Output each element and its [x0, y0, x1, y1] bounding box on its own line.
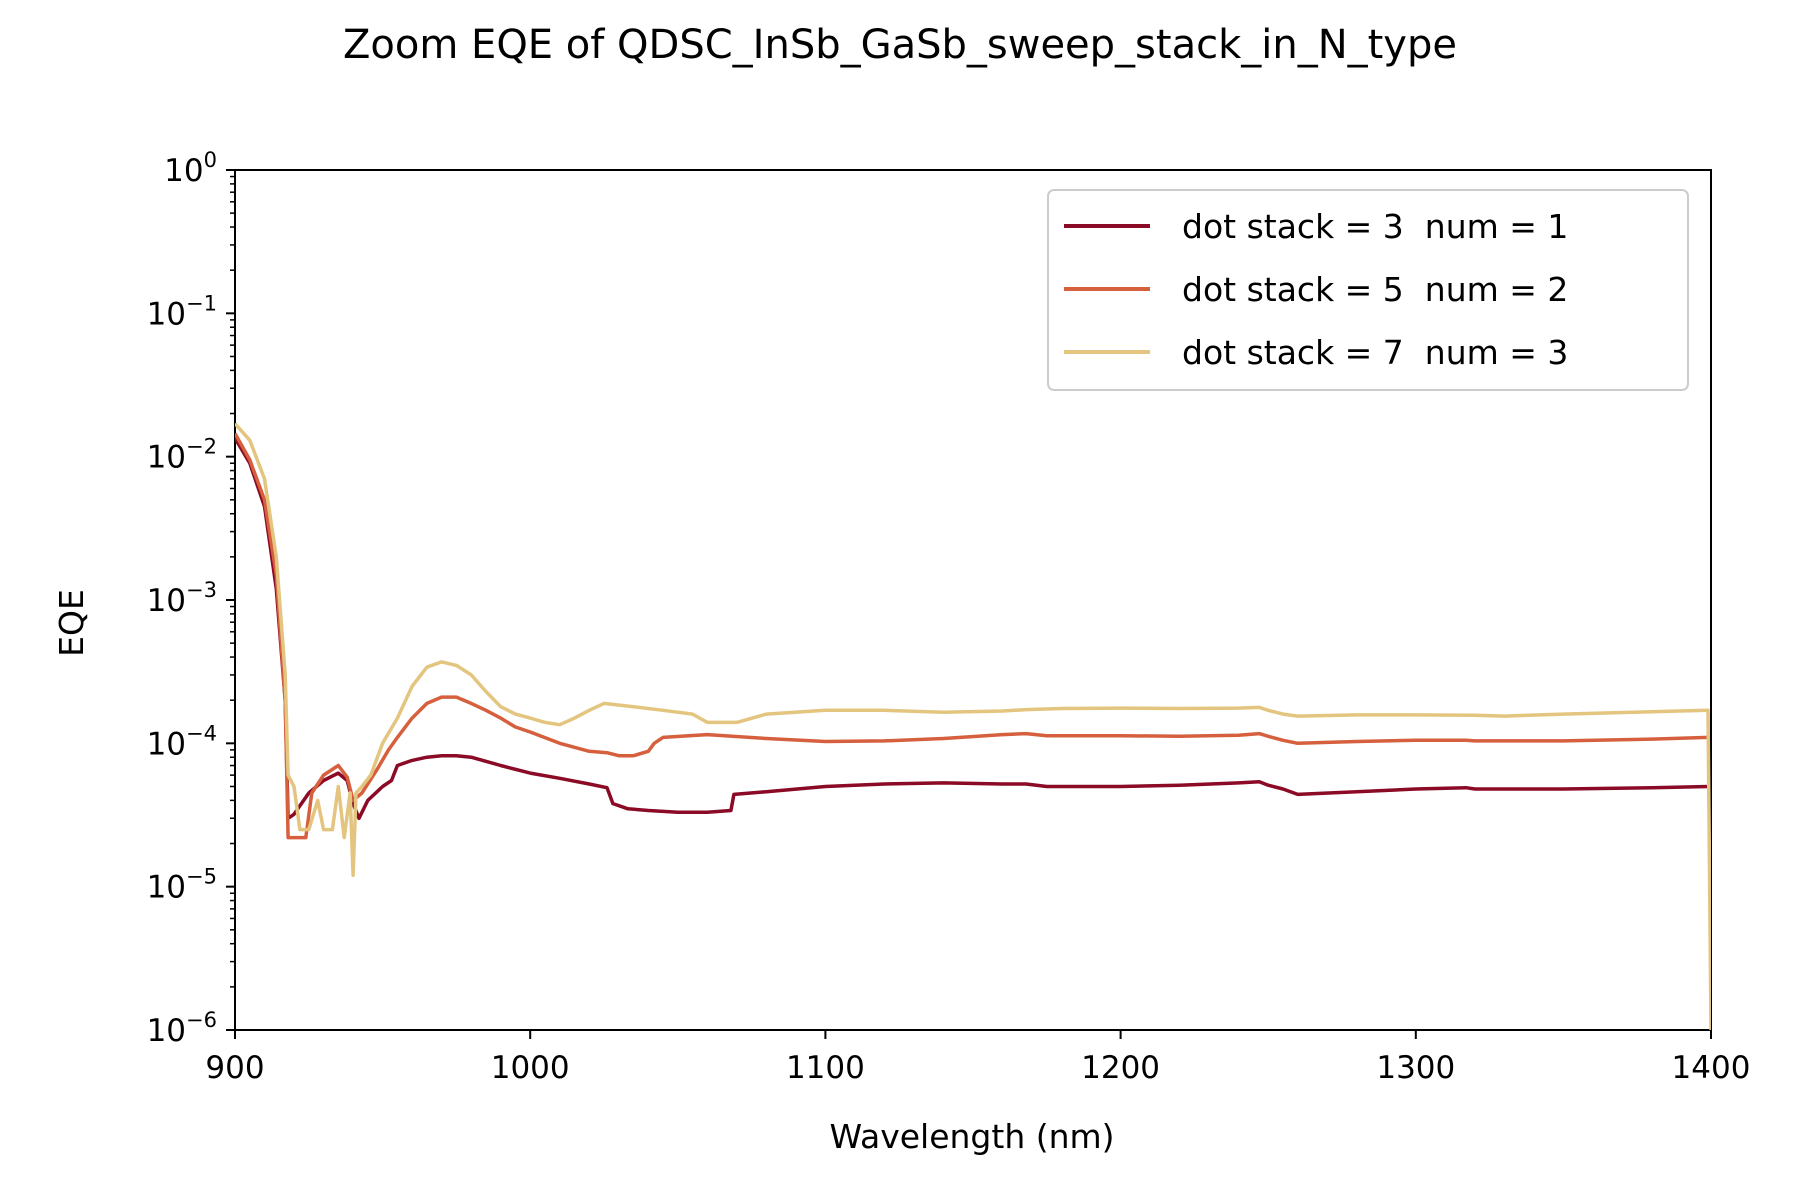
y-tick-label: 10−3: [147, 578, 217, 619]
y-axis-title: EQE: [52, 589, 91, 657]
legend: dot stack = 3 num = 1 dot stack = 5 num =…: [1047, 189, 1689, 391]
legend-label: dot stack = 5 num = 2: [1182, 270, 1568, 309]
legend-label: dot stack = 7 num = 3: [1182, 333, 1568, 372]
x-tick-label: 1000: [491, 1050, 570, 1086]
x-tick-label: 900: [205, 1050, 264, 1086]
x-tick-label: 1400: [1672, 1050, 1751, 1086]
series-line-1: [235, 437, 1709, 821]
y-tick-label: 10−4: [147, 721, 217, 762]
x-tick-label: 1100: [786, 1050, 865, 1086]
series-line-3: [235, 422, 1711, 1030]
x-axis-title: Wavelength (nm): [829, 1117, 1114, 1156]
series-line-2: [235, 432, 1709, 840]
series-layer: [235, 422, 1711, 1030]
x-tick-label: 1200: [1081, 1050, 1160, 1086]
legend-label: dot stack = 3 num = 1: [1182, 207, 1568, 246]
y-tick-label: 10−5: [147, 865, 217, 906]
x-tick-label: 1300: [1376, 1050, 1455, 1086]
y-axis: 100 10−1 10−2 10−3 10−4 10−5 10−6: [147, 148, 235, 1049]
x-axis: 900 1000 1100 1200 1300 1400: [205, 1030, 1750, 1086]
chart-title: Zoom EQE of QDSC_InSb_GaSb_sweep_stack_i…: [343, 22, 1457, 68]
y-tick-label: 100: [164, 148, 217, 189]
y-tick-label: 10−2: [147, 435, 217, 476]
y-tick-label: 10−1: [147, 291, 217, 332]
legend-box: [1047, 189, 1689, 391]
y-tick-label: 10−6: [147, 1008, 217, 1049]
